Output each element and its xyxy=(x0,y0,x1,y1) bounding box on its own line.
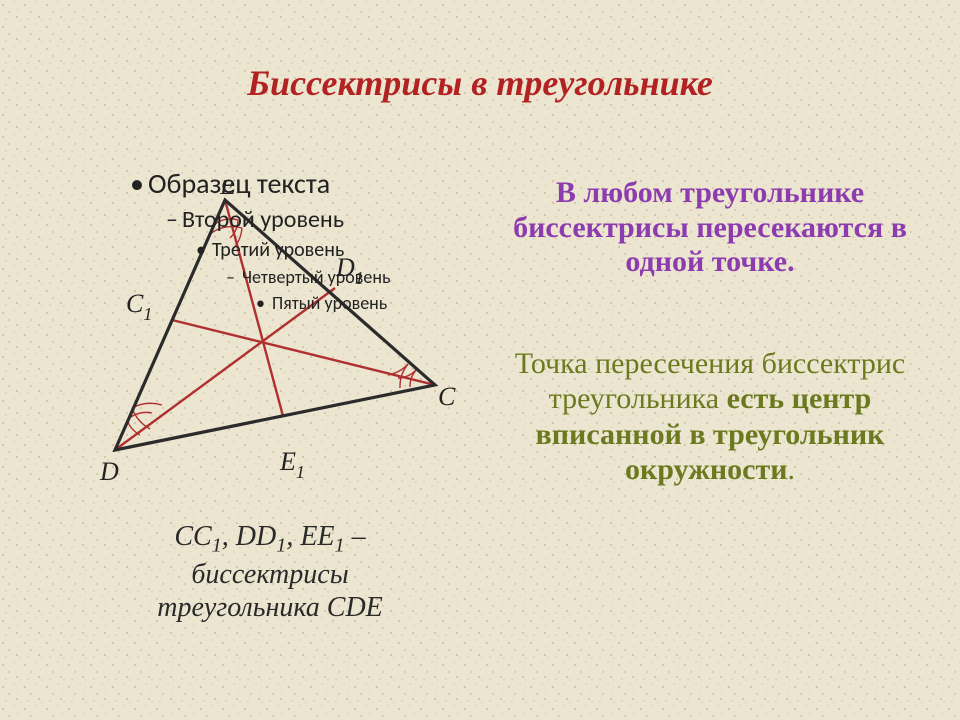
bisector-CC1 xyxy=(172,320,435,385)
diagram-caption: CC1, DD1, EE1 – биссектрисы треугольника… xyxy=(80,520,460,625)
placeholder-level-5: •Пятый уровень xyxy=(256,292,390,314)
slide-title: Биссектрисы в треугольнике xyxy=(0,62,960,104)
slide: Биссектрисы в треугольнике •Образец текс… xyxy=(0,0,960,720)
dash-icon: – xyxy=(226,266,242,288)
incenter-statement: Точка пересечения биссектрис треугольник… xyxy=(500,346,920,488)
placeholder-level-2: –Второй уровень xyxy=(166,205,390,234)
label-C: C xyxy=(438,382,456,411)
dash-icon: – xyxy=(166,205,182,234)
caption-line-3: треугольника CDE xyxy=(80,591,460,625)
theorem-text: В любом треугольнике биссектрисы пересек… xyxy=(500,176,920,280)
bullet-icon: • xyxy=(130,166,148,201)
statement-period: . xyxy=(788,453,796,486)
placeholder-level-1: •Образец текста xyxy=(130,166,390,201)
dot-icon: • xyxy=(196,238,212,262)
placeholder-level-4: –Четвертый уровень xyxy=(226,266,390,288)
caption-line-1: CC1, DD1, EE1 – xyxy=(80,520,460,558)
placeholder-level-3: •Третий уровень xyxy=(196,238,390,262)
text-placeholder: •Образец текста –Второй уровень •Третий … xyxy=(130,166,390,314)
label-D: D xyxy=(99,457,119,486)
label-E1: E1 xyxy=(279,447,305,482)
dot-icon: • xyxy=(256,292,272,314)
caption-line-2: биссектрисы xyxy=(80,558,460,592)
